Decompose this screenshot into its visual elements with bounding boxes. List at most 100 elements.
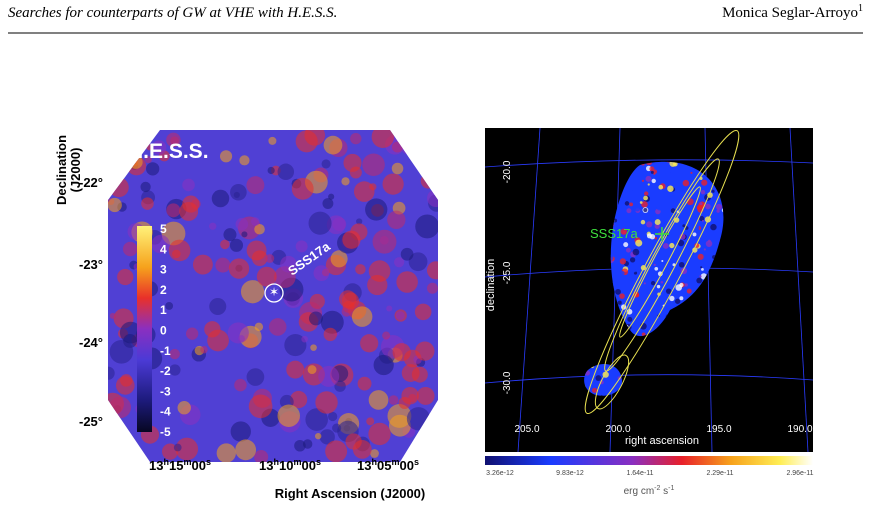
map-pixel: [697, 253, 704, 260]
map-pixel: [654, 223, 660, 229]
map-blob: [151, 140, 167, 155]
map-blob: [353, 181, 375, 202]
colorbar: [485, 456, 813, 465]
ra-tick-label: 205.0: [514, 424, 539, 435]
dec-tick-label: -30.0: [502, 371, 513, 394]
ra-tick-label: 13h15m00s: [149, 457, 211, 473]
map-blob: [334, 380, 346, 392]
map-blob: [396, 271, 418, 293]
map-blob: [268, 136, 277, 145]
map-blob: [240, 280, 265, 304]
map-pixel: [623, 242, 629, 248]
map-blob: [420, 173, 437, 189]
map-blob: [402, 130, 426, 146]
map-blob: [370, 449, 379, 458]
map-blob: [308, 311, 323, 326]
map-pixel: [679, 296, 684, 301]
map-pixel: [619, 258, 627, 265]
map-pixel: [703, 248, 706, 251]
colorbar-tick-label: 3.26e-12: [486, 470, 514, 477]
map-blob: [267, 166, 275, 175]
colorbar-tick-label: 1.64e-11: [626, 470, 653, 477]
map-blob: [314, 432, 322, 440]
grid-line: [484, 374, 814, 384]
map-blob: [200, 345, 208, 354]
map-blob: [117, 268, 134, 286]
map-pixel: [669, 242, 675, 249]
map-pixel: [692, 247, 698, 253]
colorbar-tick-label: -2: [160, 364, 171, 378]
source-circle: [264, 283, 284, 303]
map-blob: [209, 297, 227, 316]
x-axis-label: right ascension: [625, 435, 699, 447]
unit-sup: -1: [668, 485, 674, 492]
map-blob: [168, 239, 191, 262]
colorbar-tick-label: -5: [160, 425, 171, 439]
map-blob: [234, 378, 247, 392]
map-pixel: [679, 282, 684, 288]
map-pixel: [645, 175, 652, 182]
map-pixel: [625, 286, 633, 294]
map-pixel: [693, 213, 700, 220]
map-pixel: [600, 394, 603, 396]
ra-tick-unit: m: [293, 457, 301, 467]
map-blob: [386, 305, 393, 312]
map-blob: [215, 257, 231, 273]
map-blob: [146, 162, 160, 176]
map-blob: [402, 130, 425, 149]
unit: s: [660, 486, 668, 497]
map-blob: [286, 360, 305, 379]
map-blob: [144, 156, 152, 164]
contour: [584, 129, 740, 415]
map-blob: [291, 177, 314, 200]
map-pixel: [696, 277, 703, 284]
map-pixel: [661, 259, 664, 263]
map-pixel: [643, 282, 646, 285]
map-blob: [219, 150, 233, 163]
map-blob: [216, 443, 236, 462]
map-pixel: [716, 209, 720, 213]
colorbar-tick-label: 4: [160, 242, 167, 256]
map-blob: [250, 217, 260, 226]
x-axis-label: Right Ascension (J2000): [275, 486, 426, 501]
map-pixel: [654, 219, 661, 226]
map-blob: [265, 254, 275, 263]
map-blob: [289, 390, 308, 409]
map-pixel: [690, 171, 693, 174]
map-blob: [151, 234, 170, 254]
map-pixel: [641, 201, 648, 208]
map-pixel: [664, 253, 668, 258]
map-pixel: [662, 242, 669, 249]
author-sup: 1: [858, 3, 863, 14]
map-pixel: [682, 224, 686, 228]
map-pixel: [656, 186, 659, 190]
map-blob: [315, 391, 338, 414]
map-pixel: [641, 332, 646, 337]
map-pixel: [672, 263, 676, 267]
map-pixel: [711, 189, 715, 193]
map-pixel: [705, 240, 713, 247]
map-blob: [362, 153, 385, 177]
ra-tick-label: 200.0: [605, 424, 630, 435]
colorbar-tick-label: 2: [160, 283, 167, 297]
map-blob: [280, 255, 297, 273]
source-star: ✶: [269, 285, 279, 299]
map-blob: [368, 390, 389, 410]
map-blob: [179, 202, 199, 221]
map-pixel: [686, 198, 694, 206]
map-blob: [108, 197, 122, 213]
ra-tick-unit: s: [206, 457, 211, 467]
map-blob: [108, 430, 114, 442]
map-pixel: [647, 183, 650, 186]
map-blob: [395, 311, 405, 321]
author: Monica Seglar-Arroyo: [722, 5, 858, 21]
map-blob: [268, 318, 287, 336]
ra-tick-unit: m: [391, 457, 399, 467]
map-pixel: [615, 288, 621, 295]
map-blob: [294, 439, 306, 452]
ra-tick-label: 195.0: [706, 424, 731, 435]
map-blob: [373, 354, 394, 376]
map-pixel: [700, 189, 706, 195]
dec-tick-label: -24°: [79, 335, 103, 350]
map-pixel: [632, 268, 637, 273]
